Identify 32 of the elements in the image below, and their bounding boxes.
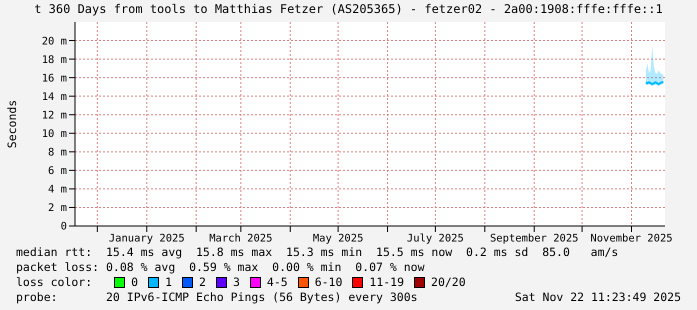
text: probe: 20 IPv6-ICMP Echo Pings (56 Bytes) every 300s — [16, 290, 418, 305]
x-tick-label: January 2025 — [108, 232, 185, 244]
text: median rtt: 15.4 ms avg 15.8 ms max 15.3 ms min 15.5 ms now 0.2 ms sd 85.0 am/s — [16, 245, 620, 260]
y-tick-label: 14 m — [42, 90, 67, 103]
legend-label: 0 — [131, 275, 138, 290]
y-tick-label: 0 — [60, 220, 67, 233]
legend-label: 20/20 — [431, 275, 466, 290]
x-tick-label: November 2025 — [590, 232, 673, 244]
legend-label: 3 — [232, 275, 240, 290]
legend-label: 2 — [199, 275, 206, 290]
x-tick-label: May 2025 — [312, 232, 364, 244]
y-axis-title: Seconds — [5, 100, 20, 148]
legend-label: 1 — [165, 275, 172, 290]
chart-title: t 360 Days from tools to Matthias Fetzer (AS205365) - fetzer02 - 2a00:1908:fffe:fffe::1 — [33, 2, 664, 17]
text: packet loss: 0.08 % avg 0.59 % max 0.00 % min 0.07 % now — [16, 260, 426, 275]
y-tick-label: 4 m — [48, 184, 67, 196]
text: Sat Nov 22 11:23:49 2025 — [514, 290, 681, 305]
legend-title: loss color: — [16, 275, 92, 290]
y-tick-label: 8 m — [48, 146, 67, 159]
y-tick-label: 16 m — [42, 72, 67, 84]
legend-label: 6-10 — [314, 275, 342, 290]
y-tick-label: 18 m — [42, 54, 67, 66]
y-tick-label: 2 m — [48, 202, 67, 214]
x-tick-label: March 2025 — [209, 232, 272, 244]
y-tick-label: 6 m — [48, 165, 67, 178]
x-tick-label: September 2025 — [490, 232, 578, 244]
x-tick-label: July 2025 — [406, 232, 464, 244]
legend-label: 4-5 — [266, 275, 288, 290]
y-tick-label: 12 m — [42, 109, 67, 122]
legend-label: 11-19 — [369, 275, 404, 290]
y-tick-label: 10 m — [42, 128, 67, 140]
y-tick-label: 20 m — [42, 35, 67, 48]
